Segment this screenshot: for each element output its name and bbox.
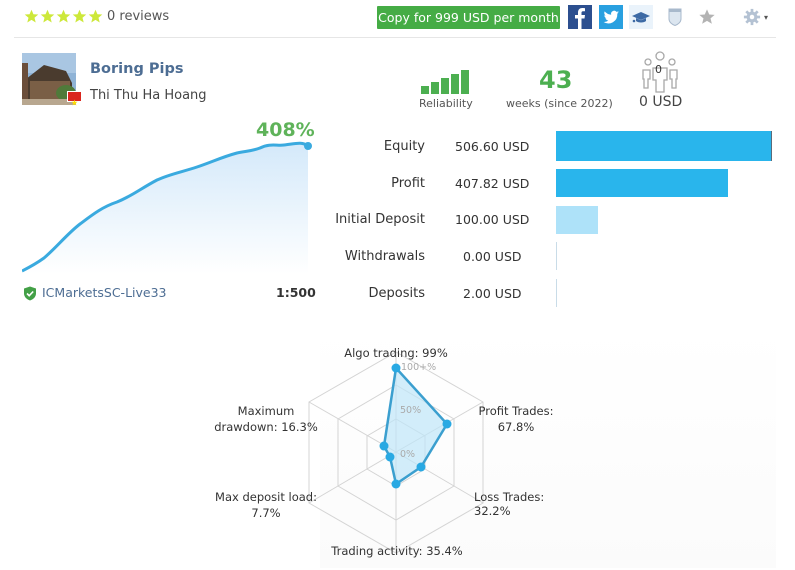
radar-label-drawdown-value: drawdown: 16.3% (214, 420, 318, 434)
star-rating-icon (72, 9, 87, 23)
stat-value-profit: 407.82 USD (455, 176, 530, 191)
radar-label-profit-value: 67.8% (497, 420, 535, 434)
reviews-link[interactable]: 0 reviews (107, 9, 170, 24)
subscribers-widget: 0 (640, 51, 680, 93)
country-flag-vietnam (67, 91, 82, 106)
weeks-label: weeks (since 2022) (506, 97, 613, 110)
radar-scale-zero: 0% (400, 449, 416, 460)
facebook-icon (575, 8, 585, 29)
radar-label-activity: Trading activity: 35.4% (331, 544, 463, 558)
stat-label-initial-deposit: Initial Deposit (335, 212, 425, 227)
radar-point-algo[interactable] (391, 363, 401, 373)
reliability-label: Reliability (419, 97, 473, 110)
stat-value-equity: 506.60 USD (455, 139, 530, 154)
bar-deposits[interactable] (556, 279, 557, 307)
radar-label-deposit-title: Max deposit load: (215, 490, 317, 504)
radar-label-loss: Loss Trades: 32.2% (474, 490, 545, 518)
radar-label-drawdown-title: Maximum (237, 404, 295, 418)
bar-profit[interactable] (556, 169, 728, 197)
radar-area (382, 365, 449, 487)
stat-value-withdrawals: 0.00 USD (463, 249, 522, 264)
facebook-share-button[interactable] (568, 5, 592, 29)
favorite-star-icon[interactable] (698, 8, 716, 26)
twitter-share-button[interactable] (599, 5, 623, 29)
stat-label-deposits: Deposits (368, 286, 425, 301)
bar-withdrawals[interactable] (556, 242, 557, 270)
star-rating-icon (40, 9, 55, 23)
growth-chart[interactable] (22, 124, 322, 274)
star-rating-icon (88, 9, 103, 23)
radar-scale-max: 100+% (401, 362, 437, 373)
signal-name-link[interactable]: Boring Pips (90, 61, 184, 77)
subscribers-funds: 0 USD (639, 94, 683, 110)
radar-scale-mid: 50% (400, 405, 422, 416)
broker-server-link[interactable]: ICMarketsSC-Live33 (42, 285, 167, 300)
growth-percent: 408% (256, 119, 315, 141)
caret-down-icon[interactable]: ▾ (764, 13, 769, 22)
flag-star-icon (71, 99, 78, 106)
radar-label-profit-title: Profit Trades: (478, 404, 554, 418)
stat-label-equity: Equity (383, 139, 425, 154)
graduation-cap-icon (632, 12, 650, 23)
radar-chart[interactable] (280, 340, 520, 570)
twitter-icon (603, 10, 619, 24)
stat-label-withdrawals: Withdrawals (344, 249, 425, 264)
shield-icon[interactable] (668, 8, 682, 26)
bar-equity[interactable] (556, 131, 772, 161)
copy-subscribe-button[interactable]: Copy for 999 USD per month (377, 6, 560, 29)
verified-shield-icon (24, 286, 36, 301)
leverage-value: 1:500 (276, 285, 316, 300)
star-rating-icon (24, 9, 39, 23)
growth-endpoint[interactable] (304, 142, 312, 150)
growth-area (22, 143, 308, 274)
radar-point-loss[interactable] (416, 462, 426, 472)
author-name-link[interactable]: Thi Thu Ha Hoang (90, 88, 207, 103)
stat-label-profit: Profit (391, 176, 425, 191)
radar-label-algo: Algo trading: 99% (344, 346, 448, 360)
star-rating-icon (56, 9, 71, 23)
radar-point-drawdown[interactable] (379, 441, 389, 451)
education-button[interactable] (629, 5, 653, 29)
radar-label-deposit-value: 7.7% (251, 506, 281, 520)
weeks-count: 43 (539, 66, 573, 94)
stat-value-initial-deposit: 100.00 USD (455, 212, 530, 227)
bar-initial-deposit[interactable] (556, 206, 598, 234)
header-divider (14, 37, 776, 38)
subscribers-icon (642, 51, 678, 93)
gear-icon[interactable] (743, 8, 761, 26)
growth-line (22, 141, 309, 273)
rating-stars[interactable] (24, 9, 103, 24)
radar-point-deposit-load[interactable] (385, 452, 395, 462)
radar-point-activity[interactable] (391, 479, 401, 489)
subscribers-count: 0 (655, 63, 662, 76)
stat-value-deposits: 2.00 USD (463, 286, 522, 301)
reliability-bars-icon (421, 70, 469, 94)
radar-point-profit[interactable] (442, 419, 452, 429)
